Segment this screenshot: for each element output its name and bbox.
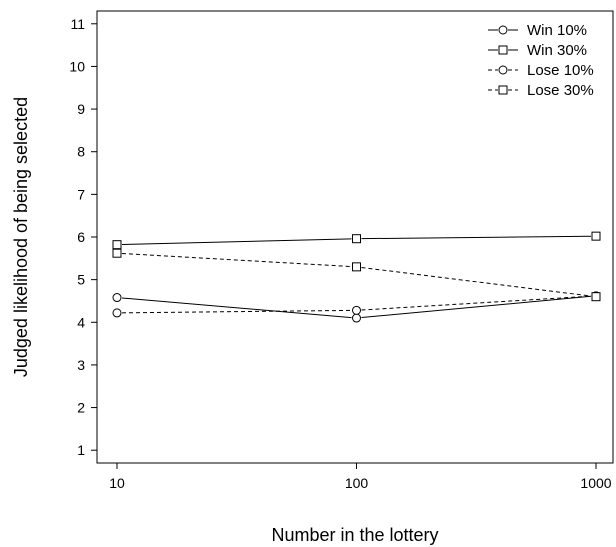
legend-label: Lose 30% — [527, 82, 594, 99]
y-tick-label: 7 — [77, 186, 85, 202]
series-line-segment — [361, 295, 592, 311]
series-line-segment — [121, 252, 352, 268]
y-tick-label: 1 — [77, 442, 85, 458]
legend-label: Win 10% — [527, 22, 587, 39]
y-tick-label: 2 — [77, 400, 85, 416]
series-line-segment — [121, 297, 352, 319]
x-tick-label: 1000 — [580, 475, 611, 491]
data-point — [591, 231, 601, 241]
data-point — [352, 234, 361, 244]
data-point — [112, 293, 122, 303]
legend-label: Win 30% — [527, 42, 587, 59]
legend-item: Lose 10% — [488, 62, 594, 79]
series-lose-10 — [112, 291, 601, 318]
data-point — [112, 240, 122, 250]
x-tick-label: 100 — [345, 475, 369, 491]
series-lose-30 — [112, 248, 601, 302]
legend-item: Lose 30% — [488, 82, 594, 99]
y-tick-label: 5 — [77, 272, 85, 288]
legend-marker — [498, 65, 508, 75]
series-line-segment — [121, 309, 352, 314]
y-tick-label: 4 — [77, 314, 85, 330]
y-axis-title: Judged likelihood of being selected — [11, 97, 31, 377]
series-win-30 — [112, 231, 601, 250]
x-tick-label: 10 — [109, 475, 125, 491]
data-point — [591, 292, 601, 302]
series-layer — [112, 231, 601, 323]
x-axis-title: Number in the lottery — [271, 525, 438, 545]
data-point — [112, 308, 122, 318]
series-line-segment — [361, 266, 592, 297]
data-point — [352, 305, 361, 315]
legend-marker — [498, 25, 508, 35]
y-tick-label: 6 — [77, 229, 85, 245]
y-tick-label: 3 — [77, 357, 85, 373]
y-tick-label: 8 — [77, 144, 85, 160]
legend: Win 10% Win 30% Lose 10% Lose 30% — [488, 22, 594, 99]
data-point — [352, 262, 361, 272]
data-point — [352, 313, 361, 323]
y-tick-label: 11 — [70, 16, 85, 32]
y-tick-label: 9 — [77, 101, 85, 117]
legend-item: Win 30% — [488, 42, 587, 59]
x-axis: 10 100 1000 — [109, 463, 612, 491]
legend-item: Win 10% — [488, 22, 587, 39]
series-line-segment — [361, 295, 592, 319]
data-point — [112, 248, 122, 258]
legend-marker — [498, 45, 508, 55]
legend-label: Lose 10% — [527, 62, 594, 79]
series-line-segment — [121, 238, 352, 246]
y-tick-label: 10 — [69, 58, 85, 74]
series-line-segment — [361, 235, 592, 240]
legend-marker — [498, 85, 508, 95]
y-axis: 1 2 3 4 5 6 7 8 9 10 11 — [69, 16, 97, 458]
